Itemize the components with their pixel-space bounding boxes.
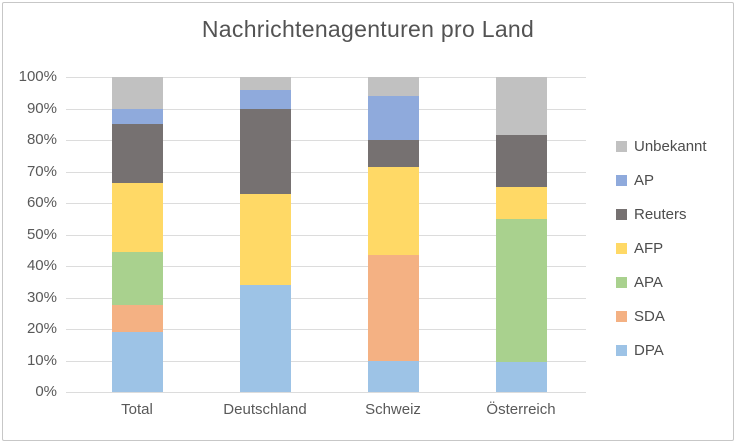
y-tick-label: 50%	[26, 225, 57, 243]
bar-segment-reuters-österreich	[495, 135, 547, 188]
bar-segment-ap-total	[111, 108, 163, 125]
legend-swatch-icon	[616, 174, 627, 186]
gridline	[66, 203, 586, 204]
bar-segment-dpa-schweiz	[367, 360, 419, 392]
gridline	[66, 234, 586, 236]
bar-segment-dpa-total	[111, 332, 163, 392]
bar-segment-ap-schweiz	[367, 95, 419, 140]
bars	[66, 77, 586, 392]
legend-label: APA	[634, 273, 663, 291]
bar-segment-afp-deutschland	[239, 193, 291, 285]
legend-item-dpa: DPA	[616, 340, 707, 360]
legend-item-apa: APA	[616, 272, 707, 292]
x-axis-label-schweiz: Schweiz	[365, 401, 421, 418]
bar-segment-afp-schweiz	[367, 166, 419, 255]
y-tick-label: 100%	[18, 68, 57, 85]
gridline	[66, 171, 586, 173]
legend-label: AP	[634, 171, 655, 189]
bar-segment-unbekannt-österreich	[495, 77, 547, 136]
bar-segment-unbekannt-total	[111, 77, 163, 109]
y-tick-label: 30%	[26, 288, 57, 306]
legend-swatch-icon	[616, 344, 627, 356]
legend-label: SDA	[634, 307, 665, 325]
bar-segment-sda-total	[111, 305, 163, 333]
x-axis: Total Deutschland Schweiz Österreich	[66, 401, 586, 421]
legend-label: AFP	[634, 239, 664, 257]
y-tick-label: 20%	[26, 320, 57, 337]
legend-swatch-icon	[616, 242, 627, 254]
legend-swatch-icon	[616, 208, 627, 220]
bar-segment-apa-total	[111, 251, 163, 306]
gridline	[66, 77, 586, 78]
gridline	[66, 392, 586, 393]
gridline	[66, 297, 586, 299]
y-tick-label: 40%	[26, 257, 57, 274]
gridline	[66, 266, 586, 267]
y-tick-label: 80%	[26, 131, 57, 148]
plot-area	[66, 77, 586, 393]
legend-item-unbekannt: Unbekannt	[616, 136, 707, 156]
bar-segment-unbekannt-deutschland	[239, 77, 291, 90]
y-tick-label: 60%	[26, 194, 57, 211]
legend: Unbekannt AP Reuters AFP APA SDA DPA	[616, 136, 707, 374]
legend-label: Reuters	[634, 205, 687, 223]
bar-segment-sda-schweiz	[367, 254, 419, 361]
legend-label: Unbekannt	[634, 137, 707, 155]
bar-segment-apa-österreich	[495, 218, 547, 363]
y-tick-label: 0%	[35, 383, 57, 400]
legend-item-ap: AP	[616, 170, 707, 190]
gridline	[66, 329, 586, 330]
chart-title: Nachrichtenagenturen pro Land	[201, 16, 535, 42]
gridline	[66, 140, 586, 141]
legend-item-afp: AFP	[616, 238, 707, 258]
bar-segment-afp-österreich	[495, 187, 547, 219]
legend-swatch-icon	[616, 310, 627, 322]
gridline	[66, 108, 586, 110]
x-axis-label-deutschland: Deutschland	[223, 401, 307, 418]
bar-segment-dpa-österreich	[495, 362, 547, 392]
y-tick-label: 70%	[26, 162, 57, 180]
legend-swatch-icon	[616, 276, 627, 288]
bar-segment-unbekannt-schweiz	[367, 77, 419, 96]
bar-segment-dpa-deutschland	[239, 284, 291, 392]
gridlines	[66, 77, 586, 393]
x-axis-label-total: Total	[121, 401, 153, 418]
legend-label: DPA	[634, 341, 664, 359]
legend-swatch-icon	[616, 140, 627, 152]
y-tick-label: 90%	[26, 99, 57, 117]
legend-item-reuters: Reuters	[616, 204, 707, 224]
gridline	[66, 360, 586, 362]
y-tick-label: 10%	[26, 351, 57, 369]
bar-segment-reuters-schweiz	[367, 140, 419, 167]
bar-segment-afp-total	[111, 182, 163, 252]
bar-segment-reuters-total	[111, 124, 163, 183]
legend-item-sda: SDA	[616, 306, 707, 326]
y-axis: 100% 90% 80% 70% 60% 50% 40% 30% 20% 10% 0%	[0, 68, 57, 400]
bar-segment-ap-deutschland	[239, 89, 291, 109]
x-axis-label-österreich: Österreich	[486, 401, 556, 418]
bar-segment-reuters-deutschland	[239, 108, 291, 194]
